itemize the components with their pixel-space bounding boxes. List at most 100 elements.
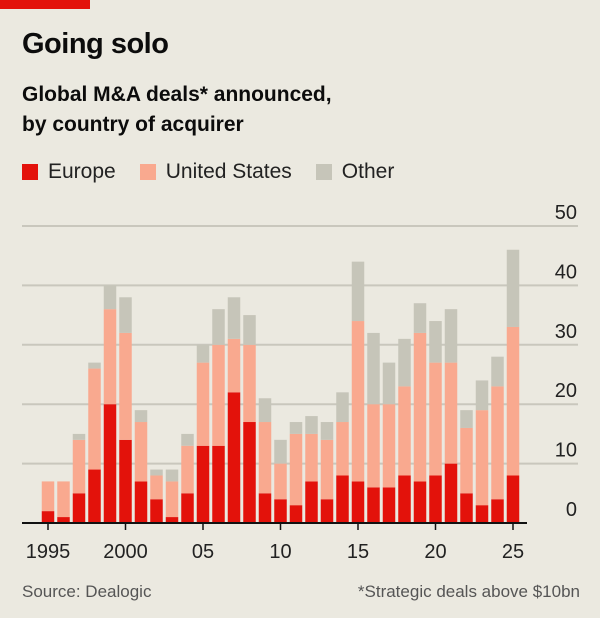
- bar-other-2004: [181, 433, 194, 446]
- legend-swatch: [139, 164, 156, 180]
- x-tick-label: 15: [347, 541, 369, 563]
- bar-europe-2014: [336, 475, 349, 523]
- bar-united-states-2020: [429, 362, 442, 476]
- bar-other-2000: [119, 297, 132, 333]
- bar-other-2005: [196, 344, 210, 363]
- legend-label: United States: [165, 160, 292, 183]
- bar-united-states-2004: [181, 445, 194, 494]
- bar-united-states-1995: [41, 481, 55, 512]
- bar-other-1998: [88, 362, 101, 369]
- bar-europe-2025: [506, 475, 520, 523]
- bar-other-2024: [491, 356, 504, 387]
- bar-united-states-2015: [351, 321, 365, 482]
- bar-europe-1995: [41, 511, 55, 523]
- bar-other-2006: [212, 309, 225, 345]
- bar-united-states-1998: [88, 368, 101, 470]
- bar-europe-2004: [181, 493, 194, 523]
- bar-united-states-2011: [289, 433, 303, 506]
- bar-europe-2010: [274, 499, 287, 523]
- bar-europe-1996: [57, 517, 70, 523]
- bar-europe-2021: [444, 463, 458, 523]
- legend-label: Europe: [48, 160, 116, 183]
- bar-united-states-2006: [212, 344, 225, 446]
- bar-united-states-2012: [305, 433, 318, 482]
- legend-swatch: [315, 164, 332, 180]
- legend-swatch: [22, 164, 38, 180]
- y-tick-label: 50: [555, 202, 577, 224]
- x-tick-label: 20: [424, 541, 446, 563]
- x-tick-label: 25: [502, 541, 524, 563]
- bar-other-2013: [320, 422, 334, 440]
- bar-other-2022: [460, 410, 473, 428]
- subtitle-line-2: by country of acquirer: [22, 113, 244, 136]
- chart-title: Going solo: [22, 28, 169, 60]
- bar-europe-2000: [119, 439, 132, 523]
- y-tick-label: 10: [555, 440, 577, 462]
- bar-united-states-2010: [274, 463, 287, 500]
- bar-europe-2003: [165, 517, 179, 523]
- bar-united-states-2024: [491, 386, 504, 500]
- bar-other-2018: [398, 338, 411, 387]
- bar-united-states-2001: [134, 422, 148, 482]
- legend: Europe United States Other: [22, 160, 418, 184]
- bar-united-states-2021: [444, 362, 458, 464]
- bar-united-states-2025: [506, 326, 520, 476]
- footnote-text: *Strategic deals above $10bn: [357, 582, 580, 601]
- bar-other-1999: [103, 285, 117, 310]
- bar-europe-2023: [475, 505, 489, 523]
- bar-united-states-2003: [165, 481, 179, 518]
- bar-other-2009: [258, 398, 272, 423]
- bar-united-states-2007: [227, 338, 241, 393]
- bar-other-2008: [243, 315, 256, 345]
- legend-label: Other: [341, 160, 395, 183]
- bar-europe-2011: [289, 505, 303, 523]
- brand-red-bar: [0, 0, 90, 9]
- bar-united-states-2000: [119, 332, 132, 440]
- bar-united-states-1999: [103, 309, 117, 405]
- bar-united-states-2023: [475, 410, 489, 506]
- legend-item-united-states: United States: [139, 160, 292, 184]
- bar-united-states-2016: [367, 404, 380, 488]
- bar-united-states-2009: [258, 422, 272, 494]
- bar-other-2021: [444, 309, 458, 363]
- x-tick-label: 1995: [26, 541, 71, 563]
- bar-europe-2005: [196, 445, 210, 523]
- bar-europe-2024: [491, 499, 504, 523]
- bar-united-states-2014: [336, 422, 349, 476]
- bar-europe-2016: [367, 487, 380, 523]
- bar-united-states-2018: [398, 386, 411, 476]
- bar-united-states-2002: [150, 475, 163, 500]
- bar-europe-2007: [227, 392, 241, 523]
- y-tick-label: 30: [555, 321, 577, 343]
- source-text: Source: Dealogic: [22, 582, 152, 601]
- bar-united-states-1996: [57, 481, 70, 518]
- bar-europe-2013: [320, 499, 334, 523]
- bar-europe-1997: [72, 493, 86, 523]
- legend-item-europe: Europe: [22, 160, 116, 184]
- bar-europe-2006: [212, 445, 225, 523]
- bar-other-1997: [72, 433, 86, 440]
- bar-united-states-2019: [413, 332, 427, 482]
- legend-item-other: Other: [315, 160, 395, 184]
- bar-united-states-1997: [72, 439, 86, 494]
- subtitle-line-1: Global M&A deals* announced,: [22, 83, 332, 106]
- bar-europe-2020: [429, 475, 442, 523]
- bar-other-2015: [351, 261, 365, 322]
- bar-europe-2009: [258, 493, 272, 523]
- bar-other-2014: [336, 392, 349, 423]
- bar-united-states-2005: [196, 362, 210, 446]
- bar-europe-2012: [305, 481, 318, 523]
- bar-europe-1998: [88, 469, 101, 523]
- bar-other-2016: [367, 332, 380, 405]
- bar-europe-2022: [460, 493, 473, 523]
- bar-united-states-2022: [460, 427, 473, 494]
- y-tick-label: 20: [555, 380, 577, 402]
- y-tick-label: 0: [566, 499, 577, 521]
- bar-europe-2019: [413, 481, 427, 523]
- x-tick-label: 10: [269, 541, 291, 563]
- chart-subtitle: Global M&A deals* announced, by country …: [22, 80, 582, 140]
- bar-other-2002: [150, 469, 163, 476]
- bar-europe-2015: [351, 481, 365, 523]
